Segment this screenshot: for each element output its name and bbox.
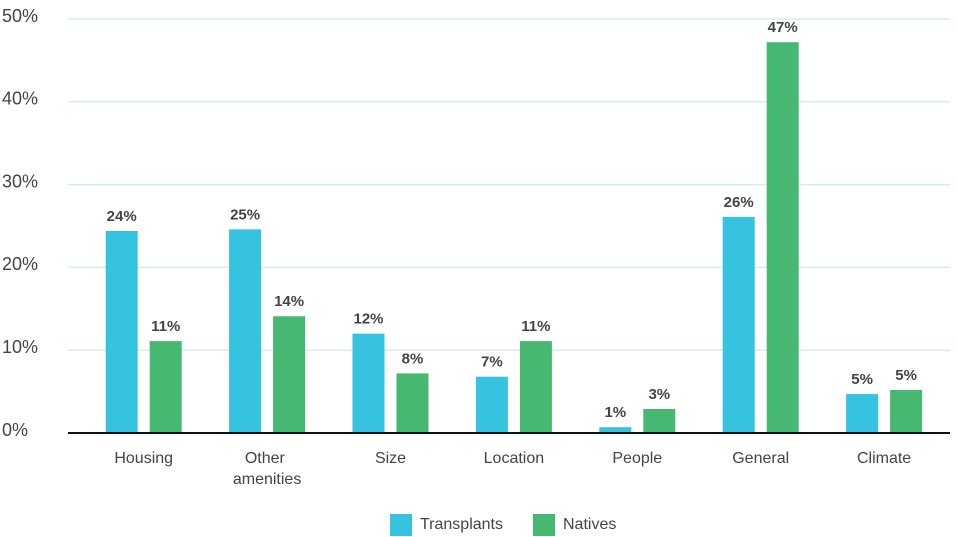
y-tick-label: 10% xyxy=(2,337,38,357)
bar xyxy=(396,373,429,433)
data-label: 11% xyxy=(151,318,180,335)
bar xyxy=(519,341,552,433)
data-label: 14% xyxy=(274,293,304,310)
data-label: 8% xyxy=(402,350,424,367)
bar xyxy=(475,376,508,433)
data-label: 1% xyxy=(604,404,626,421)
bar xyxy=(846,394,879,433)
bar xyxy=(149,341,182,433)
x-tick-label: Size xyxy=(375,450,406,467)
bar xyxy=(229,229,262,433)
data-label: 47% xyxy=(768,19,798,36)
y-tick-label: 50% xyxy=(2,6,38,26)
data-label: 26% xyxy=(724,194,754,211)
data-label: 5% xyxy=(895,367,917,384)
x-tick-label: People xyxy=(612,450,662,467)
bar xyxy=(766,42,799,434)
x-tick-label: Location xyxy=(484,450,545,467)
x-tick-label: Other amenities xyxy=(233,450,301,488)
y-tick-label: 0% xyxy=(2,420,28,440)
data-label: 25% xyxy=(230,206,260,223)
y-tick-label: 20% xyxy=(2,254,38,274)
legend-label: Natives xyxy=(563,516,616,533)
bar xyxy=(722,216,755,433)
legend-swatch xyxy=(390,514,412,536)
y-tick-label: 30% xyxy=(2,171,38,191)
data-label: 5% xyxy=(851,371,873,388)
y-tick-label: 40% xyxy=(2,89,38,109)
bar xyxy=(105,230,138,433)
bar xyxy=(352,333,385,433)
x-tick-label: General xyxy=(732,450,789,467)
data-label: 12% xyxy=(353,311,383,328)
legend-label: Transplants xyxy=(420,516,503,533)
bar xyxy=(890,389,923,433)
bar xyxy=(599,427,632,433)
x-tick-label: Housing xyxy=(114,450,173,467)
bar xyxy=(643,408,676,433)
data-label: 7% xyxy=(481,354,503,371)
legend-swatch xyxy=(533,514,555,536)
bar xyxy=(273,316,306,433)
data-label: 24% xyxy=(107,208,137,225)
data-label: 11% xyxy=(521,318,550,335)
x-tick-label: Climate xyxy=(857,450,911,467)
data-label: 3% xyxy=(648,386,670,403)
